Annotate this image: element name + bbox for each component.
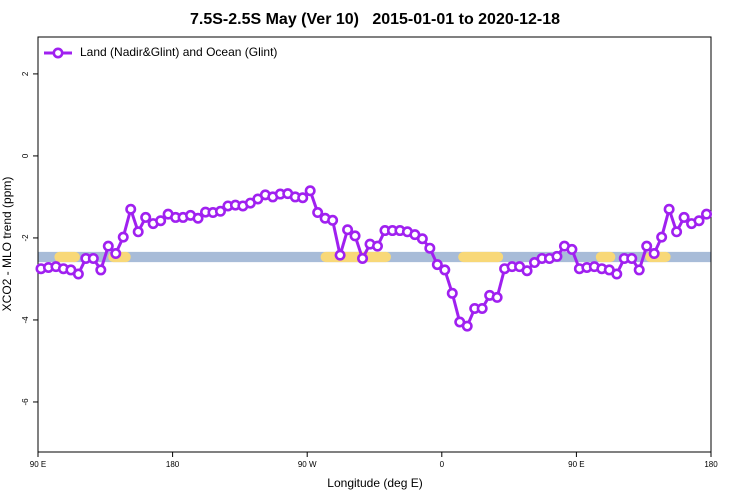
data-point — [656, 231, 668, 243]
data-point — [72, 268, 84, 280]
data-point — [648, 248, 660, 260]
data-point — [349, 230, 361, 242]
data-point — [701, 208, 713, 220]
data-point — [357, 252, 369, 264]
data-point — [155, 215, 167, 227]
x-tick-label: 90 E — [30, 460, 46, 469]
data-point — [334, 249, 346, 261]
x-tick-label: 90 E — [568, 460, 584, 469]
data-point — [424, 242, 436, 254]
data-point — [446, 287, 458, 299]
y-tick-label: 2 — [21, 71, 30, 76]
data-point — [693, 215, 705, 227]
x-axis-label: Longitude (deg E) — [327, 476, 422, 490]
data-point — [312, 207, 324, 219]
data-point — [327, 214, 339, 226]
plot-frame — [37, 36, 712, 453]
data-point — [110, 248, 122, 260]
land-band — [458, 251, 504, 263]
data-point — [371, 240, 383, 252]
data-point — [663, 203, 675, 215]
legend-label: Land (Nadir&Glint) and Ocean (Glint) — [80, 45, 277, 59]
data-point — [304, 185, 316, 197]
data-point — [476, 302, 488, 314]
data-point — [626, 252, 638, 264]
data-point — [132, 226, 144, 238]
data-point — [461, 320, 473, 332]
data-point — [611, 268, 623, 280]
data-point — [439, 264, 451, 276]
data-point — [297, 192, 309, 204]
y-tick-label: 0 — [21, 153, 30, 158]
data-point — [671, 226, 683, 238]
y-axis-label: XCO2 - MLO trend (ppm) — [0, 177, 14, 312]
data-point — [416, 233, 428, 245]
data-point — [551, 250, 563, 262]
chart-title: 7.5S-2.5S May (Ver 10) 2015-01-01 to 202… — [190, 11, 560, 28]
data-point — [102, 240, 114, 252]
data-point — [95, 264, 107, 276]
legend-marker — [52, 47, 64, 59]
land-band — [595, 251, 616, 263]
data-point — [125, 203, 137, 215]
y-tick-label: -4 — [21, 316, 30, 324]
x-tick-label: 180 — [704, 460, 718, 469]
data-point — [140, 211, 152, 223]
land-band — [320, 251, 391, 263]
data-point — [491, 291, 503, 303]
data-point — [678, 211, 690, 223]
data-point — [521, 265, 533, 277]
y-tick-label: -2 — [21, 234, 30, 242]
x-tick-label: 90 W — [298, 460, 317, 469]
data-point — [214, 205, 226, 217]
data-point — [117, 231, 129, 243]
land-band — [54, 251, 80, 263]
y-tick-label: -6 — [21, 398, 30, 406]
x-tick-label: 180 — [166, 460, 180, 469]
x-tick-label: 0 — [440, 460, 445, 469]
data-point — [87, 252, 99, 264]
data-point — [431, 259, 443, 271]
data-point — [342, 224, 354, 236]
data-point — [566, 243, 578, 255]
data-point — [192, 212, 204, 224]
data-point — [641, 240, 653, 252]
data-point — [633, 264, 645, 276]
